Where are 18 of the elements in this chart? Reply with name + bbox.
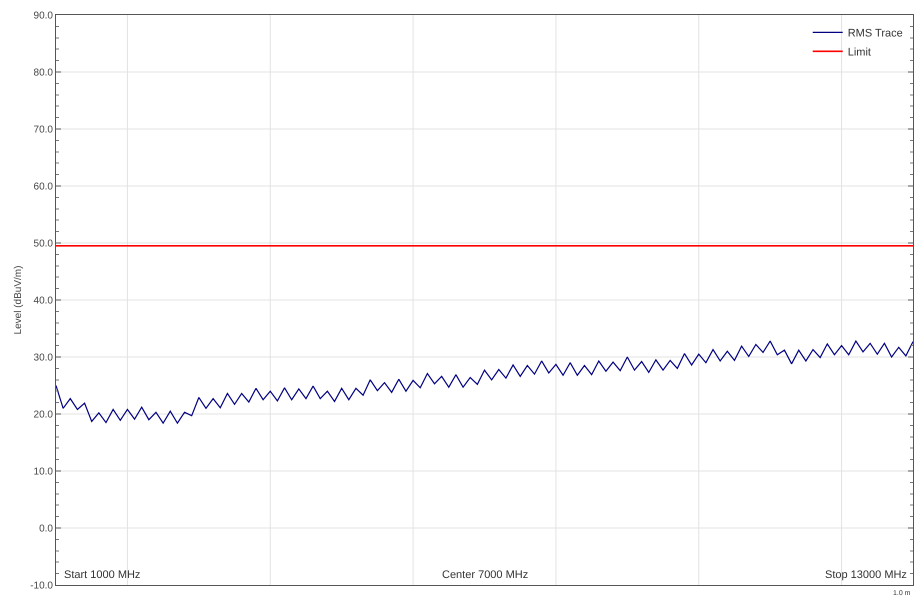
y-tick-label: 70.0 — [34, 124, 54, 136]
y-tick-label: 0.0 — [39, 524, 54, 534]
legend-label: RMS Trace — [848, 28, 903, 40]
y-tick-label: -10.0 — [30, 580, 54, 592]
legend-label: Limit — [848, 46, 871, 59]
annotation: Center 7000 MHz — [442, 569, 528, 581]
y-tick-label: 40.0 — [34, 296, 54, 306]
annotation: Stop 13000 MHz — [825, 569, 907, 581]
y-axis-title: Level (dBuV/m) — [13, 266, 24, 334]
y-tick-label: 30.0 — [34, 352, 54, 364]
line-series — [56, 340, 913, 424]
y-tick-label: 60.0 — [34, 182, 54, 192]
y-tick-label: 10.0 — [34, 466, 54, 478]
y-tick-label: 50.0 — [34, 238, 54, 250]
y-tick-label: 90.0 — [34, 10, 54, 22]
y-tick-label: 80.0 — [34, 68, 54, 78]
annotation: Start 1000 MHz — [64, 569, 140, 581]
y-tick-label: 20.0 — [34, 410, 54, 420]
